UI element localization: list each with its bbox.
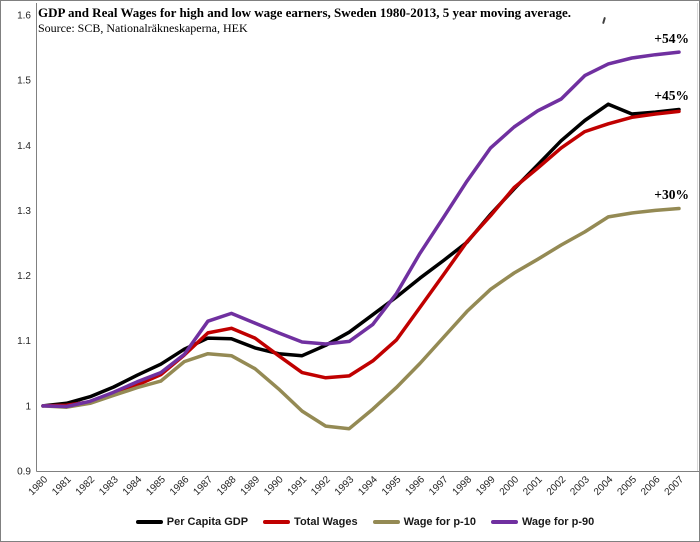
chart-source: Source: SCB, Nationalräkneskaperna, HEK [38, 21, 248, 35]
y-axis-label: 1.1 [17, 336, 31, 347]
legend-item-wage-p10: Wage for p-10 [372, 516, 476, 528]
y-axis-label: 1.4 [17, 141, 31, 152]
x-axis-label: 1984 [121, 474, 145, 498]
series-line-total-wages [41, 109, 681, 408]
legend-swatch-icon [135, 520, 163, 524]
x-axis-label: 1998 [451, 474, 475, 498]
legend-swatch-icon [372, 520, 400, 524]
chart-legend: Per Capita GDP Total Wages Wage for p-10… [36, 511, 694, 533]
x-axis-label: 1997 [427, 474, 451, 498]
legend-swatch-icon [263, 520, 291, 524]
y-axis-label: 0.9 [17, 467, 31, 478]
x-axis-label: 1999 [474, 474, 498, 498]
y-axis-label: 1.3 [17, 206, 31, 217]
legend-label: Per Capita GDP [166, 516, 249, 528]
x-axis-label: 1985 [144, 474, 168, 498]
legend-swatch-icon [490, 520, 518, 524]
legend-item-total-wages: Total Wages [263, 516, 358, 528]
x-axis-label: 1994 [356, 474, 380, 498]
y-axis-label: 1.5 [17, 76, 31, 87]
y-axis-label: 1 [25, 401, 31, 412]
legend-label: Total Wages [294, 516, 358, 528]
x-axis-label: 1992 [309, 474, 333, 498]
y-axis-label: 1.2 [17, 271, 31, 282]
x-axis-label: 1991 [286, 474, 310, 498]
x-axis-label: 1996 [403, 474, 427, 498]
x-axis-label: 1988 [215, 474, 239, 498]
x-axis-label: 1981 [50, 474, 74, 498]
legend-item-per-capita-gdp: Per Capita GDP [135, 516, 249, 528]
chart-title: GDP and Real Wages for high and low wage… [38, 5, 571, 20]
legend-label: Wage for p-90 [521, 516, 595, 528]
x-axis-label: 2003 [568, 474, 592, 498]
series-line-per-capita-gdp [41, 102, 681, 408]
y-axis-label: 1.6 [17, 11, 31, 22]
x-axis-label: 1980 [27, 474, 51, 498]
x-axis-label: 2000 [498, 474, 522, 498]
x-axis-label: 2005 [615, 474, 639, 498]
x-axis-label: 2001 [521, 474, 545, 498]
x-axis-label: 1995 [380, 474, 404, 498]
x-axis-label: 2007 [663, 474, 687, 498]
annotation-gdp-gain: +45% [654, 88, 689, 104]
annotation-p10-gain: +30% [654, 187, 689, 203]
x-axis-label: 2002 [545, 474, 569, 498]
x-axis-label: 1982 [74, 474, 98, 498]
x-axis-label: 1987 [191, 474, 215, 498]
series-line-wage-for-p-10 [41, 206, 681, 431]
x-axis-label: 1983 [97, 474, 121, 498]
annotation-p90-gain: +54% [654, 31, 689, 47]
x-axis-label: 1990 [262, 474, 286, 498]
x-axis-label: 1986 [168, 474, 192, 498]
x-axis-label: 1993 [333, 474, 357, 498]
legend-label: Wage for p-10 [403, 516, 476, 528]
x-axis-label: 2004 [592, 474, 616, 498]
series-line-wage-for-p-90 [41, 50, 681, 409]
x-axis-label: 1989 [239, 474, 263, 498]
x-axis-label: 2006 [639, 474, 663, 498]
legend-item-wage-p90: Wage for p-90 [490, 516, 595, 528]
